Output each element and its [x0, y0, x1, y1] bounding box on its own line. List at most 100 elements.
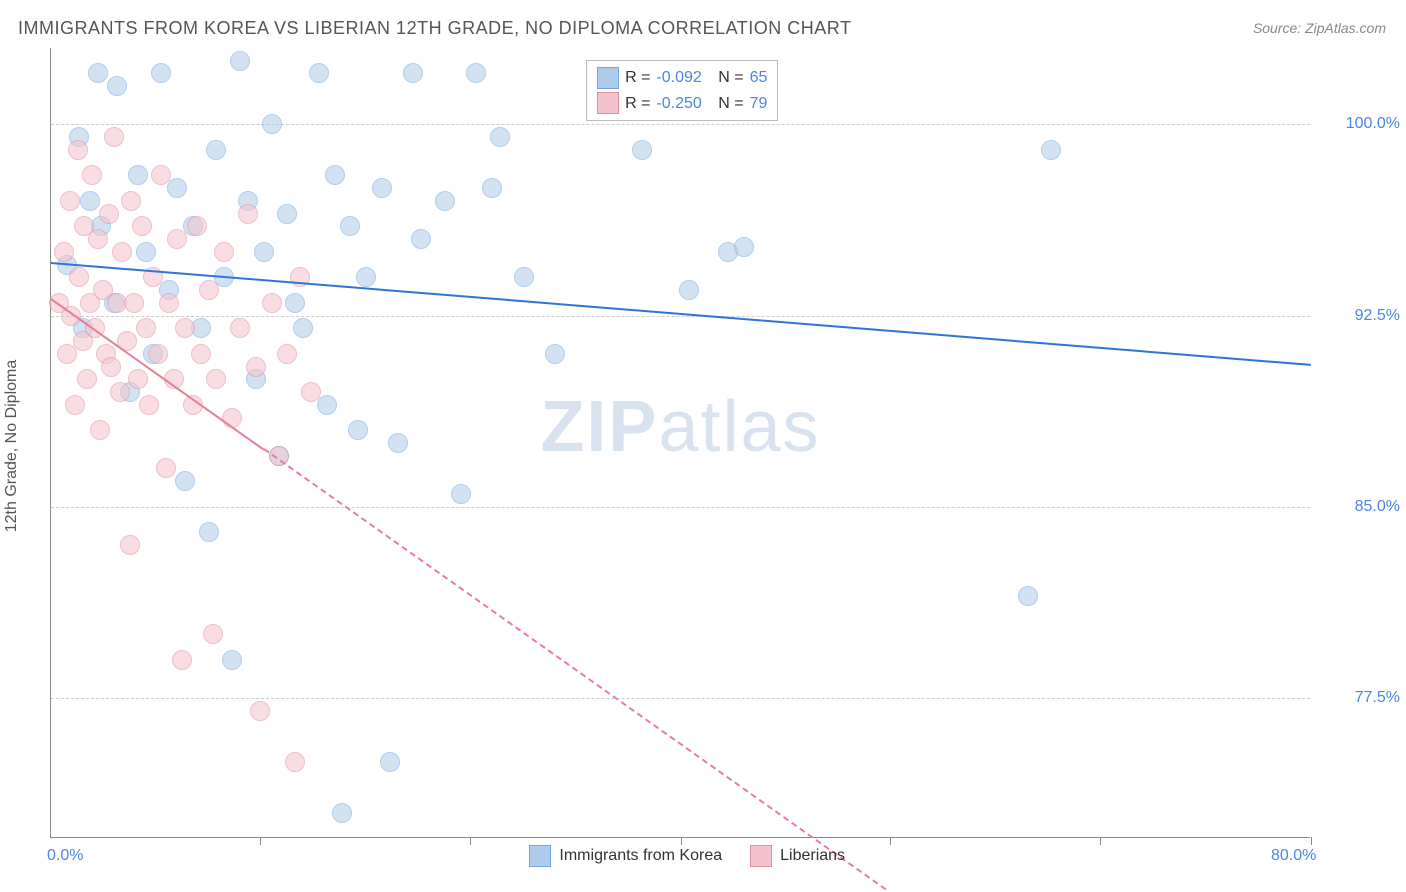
scatter-point	[632, 140, 652, 160]
scatter-point	[325, 165, 345, 185]
grid-line	[51, 316, 1310, 317]
scatter-point	[120, 535, 140, 555]
scatter-point	[151, 165, 171, 185]
scatter-point	[199, 522, 219, 542]
scatter-point	[451, 484, 471, 504]
grid-line	[51, 507, 1310, 508]
scatter-point	[545, 344, 565, 364]
scatter-point	[277, 344, 297, 364]
scatter-point	[490, 127, 510, 147]
watermark-atlas: atlas	[658, 387, 820, 467]
legend-swatch	[597, 67, 619, 89]
scatter-point	[340, 216, 360, 236]
scatter-point	[136, 242, 156, 262]
legend-swatch	[597, 92, 619, 114]
scatter-point	[199, 280, 219, 300]
y-axis-label: 12th Grade, No Diploma	[3, 360, 21, 533]
x-tick-mark	[890, 837, 891, 845]
scatter-point	[380, 752, 400, 772]
scatter-point	[112, 242, 132, 262]
scatter-point	[187, 216, 207, 236]
scatter-point	[285, 752, 305, 772]
scatter-point	[309, 63, 329, 83]
watermark-zip: ZIP	[540, 387, 658, 467]
scatter-point	[107, 76, 127, 96]
scatter-point	[254, 242, 274, 262]
scatter-point	[262, 293, 282, 313]
scatter-point	[317, 395, 337, 415]
n-label: N =	[718, 65, 743, 91]
x-tick-mark	[681, 837, 682, 845]
y-tick-label: 92.5%	[1320, 307, 1400, 325]
scatter-point	[403, 63, 423, 83]
x-tick-label: 0.0%	[47, 847, 83, 865]
scatter-point	[206, 140, 226, 160]
scatter-point	[99, 204, 119, 224]
scatter-point	[172, 650, 192, 670]
plot-area: ZIPatlas 77.5%85.0%92.5%100.0%0.0%80.0% …	[50, 48, 1310, 838]
scatter-point	[388, 433, 408, 453]
legend-item: Liberians	[750, 845, 845, 867]
scatter-point	[679, 280, 699, 300]
scatter-point	[734, 237, 754, 257]
scatter-point	[191, 344, 211, 364]
scatter-point	[348, 420, 368, 440]
n-value: 65	[750, 65, 768, 91]
scatter-point	[101, 357, 121, 377]
scatter-point	[80, 191, 100, 211]
scatter-point	[167, 178, 187, 198]
scatter-point	[128, 165, 148, 185]
scatter-point	[222, 650, 242, 670]
scatter-point	[132, 216, 152, 236]
scatter-point	[250, 701, 270, 721]
chart-title: IMMIGRANTS FROM KOREA VS LIBERIAN 12TH G…	[18, 18, 851, 39]
scatter-point	[514, 267, 534, 287]
scatter-point	[203, 624, 223, 644]
scatter-point	[293, 318, 313, 338]
source-attribution: Source: ZipAtlas.com	[1253, 20, 1386, 36]
x-tick-mark	[260, 837, 261, 845]
scatter-point	[167, 229, 187, 249]
x-tick-label: 80.0%	[1271, 847, 1316, 865]
scatter-point	[121, 191, 141, 211]
legend-label: Liberians	[780, 847, 845, 865]
scatter-point	[230, 51, 250, 71]
watermark: ZIPatlas	[540, 386, 820, 468]
scatter-point	[372, 178, 392, 198]
scatter-point	[77, 369, 97, 389]
scatter-point	[411, 229, 431, 249]
scatter-point	[246, 357, 266, 377]
legend-swatch	[529, 845, 551, 867]
legend-row: R = -0.250 N = 79	[597, 91, 767, 117]
scatter-point	[262, 114, 282, 134]
r-label: R =	[625, 91, 650, 117]
legend-swatch	[750, 845, 772, 867]
scatter-point	[466, 63, 486, 83]
scatter-point	[82, 165, 102, 185]
scatter-point	[68, 140, 88, 160]
correlation-legend: R = -0.092 N = 65 R = -0.250 N = 79	[586, 60, 778, 121]
scatter-point	[332, 803, 352, 823]
scatter-point	[156, 458, 176, 478]
scatter-point	[128, 369, 148, 389]
scatter-point	[60, 191, 80, 211]
grid-line	[51, 124, 1310, 125]
scatter-point	[435, 191, 455, 211]
scatter-point	[175, 471, 195, 491]
scatter-point	[159, 293, 179, 313]
legend-label: Immigrants from Korea	[559, 847, 722, 865]
scatter-point	[1018, 586, 1038, 606]
n-value: 79	[750, 91, 768, 117]
scatter-point	[482, 178, 502, 198]
y-tick-label: 85.0%	[1320, 498, 1400, 516]
y-tick-label: 100.0%	[1320, 115, 1400, 133]
r-label: R =	[625, 65, 650, 91]
scatter-point	[104, 127, 124, 147]
x-tick-mark	[1100, 837, 1101, 845]
scatter-point	[110, 382, 130, 402]
scatter-point	[238, 204, 258, 224]
scatter-point	[88, 63, 108, 83]
series-legend: Immigrants from Korea Liberians	[529, 845, 845, 867]
scatter-point	[301, 382, 321, 402]
scatter-point	[230, 318, 250, 338]
